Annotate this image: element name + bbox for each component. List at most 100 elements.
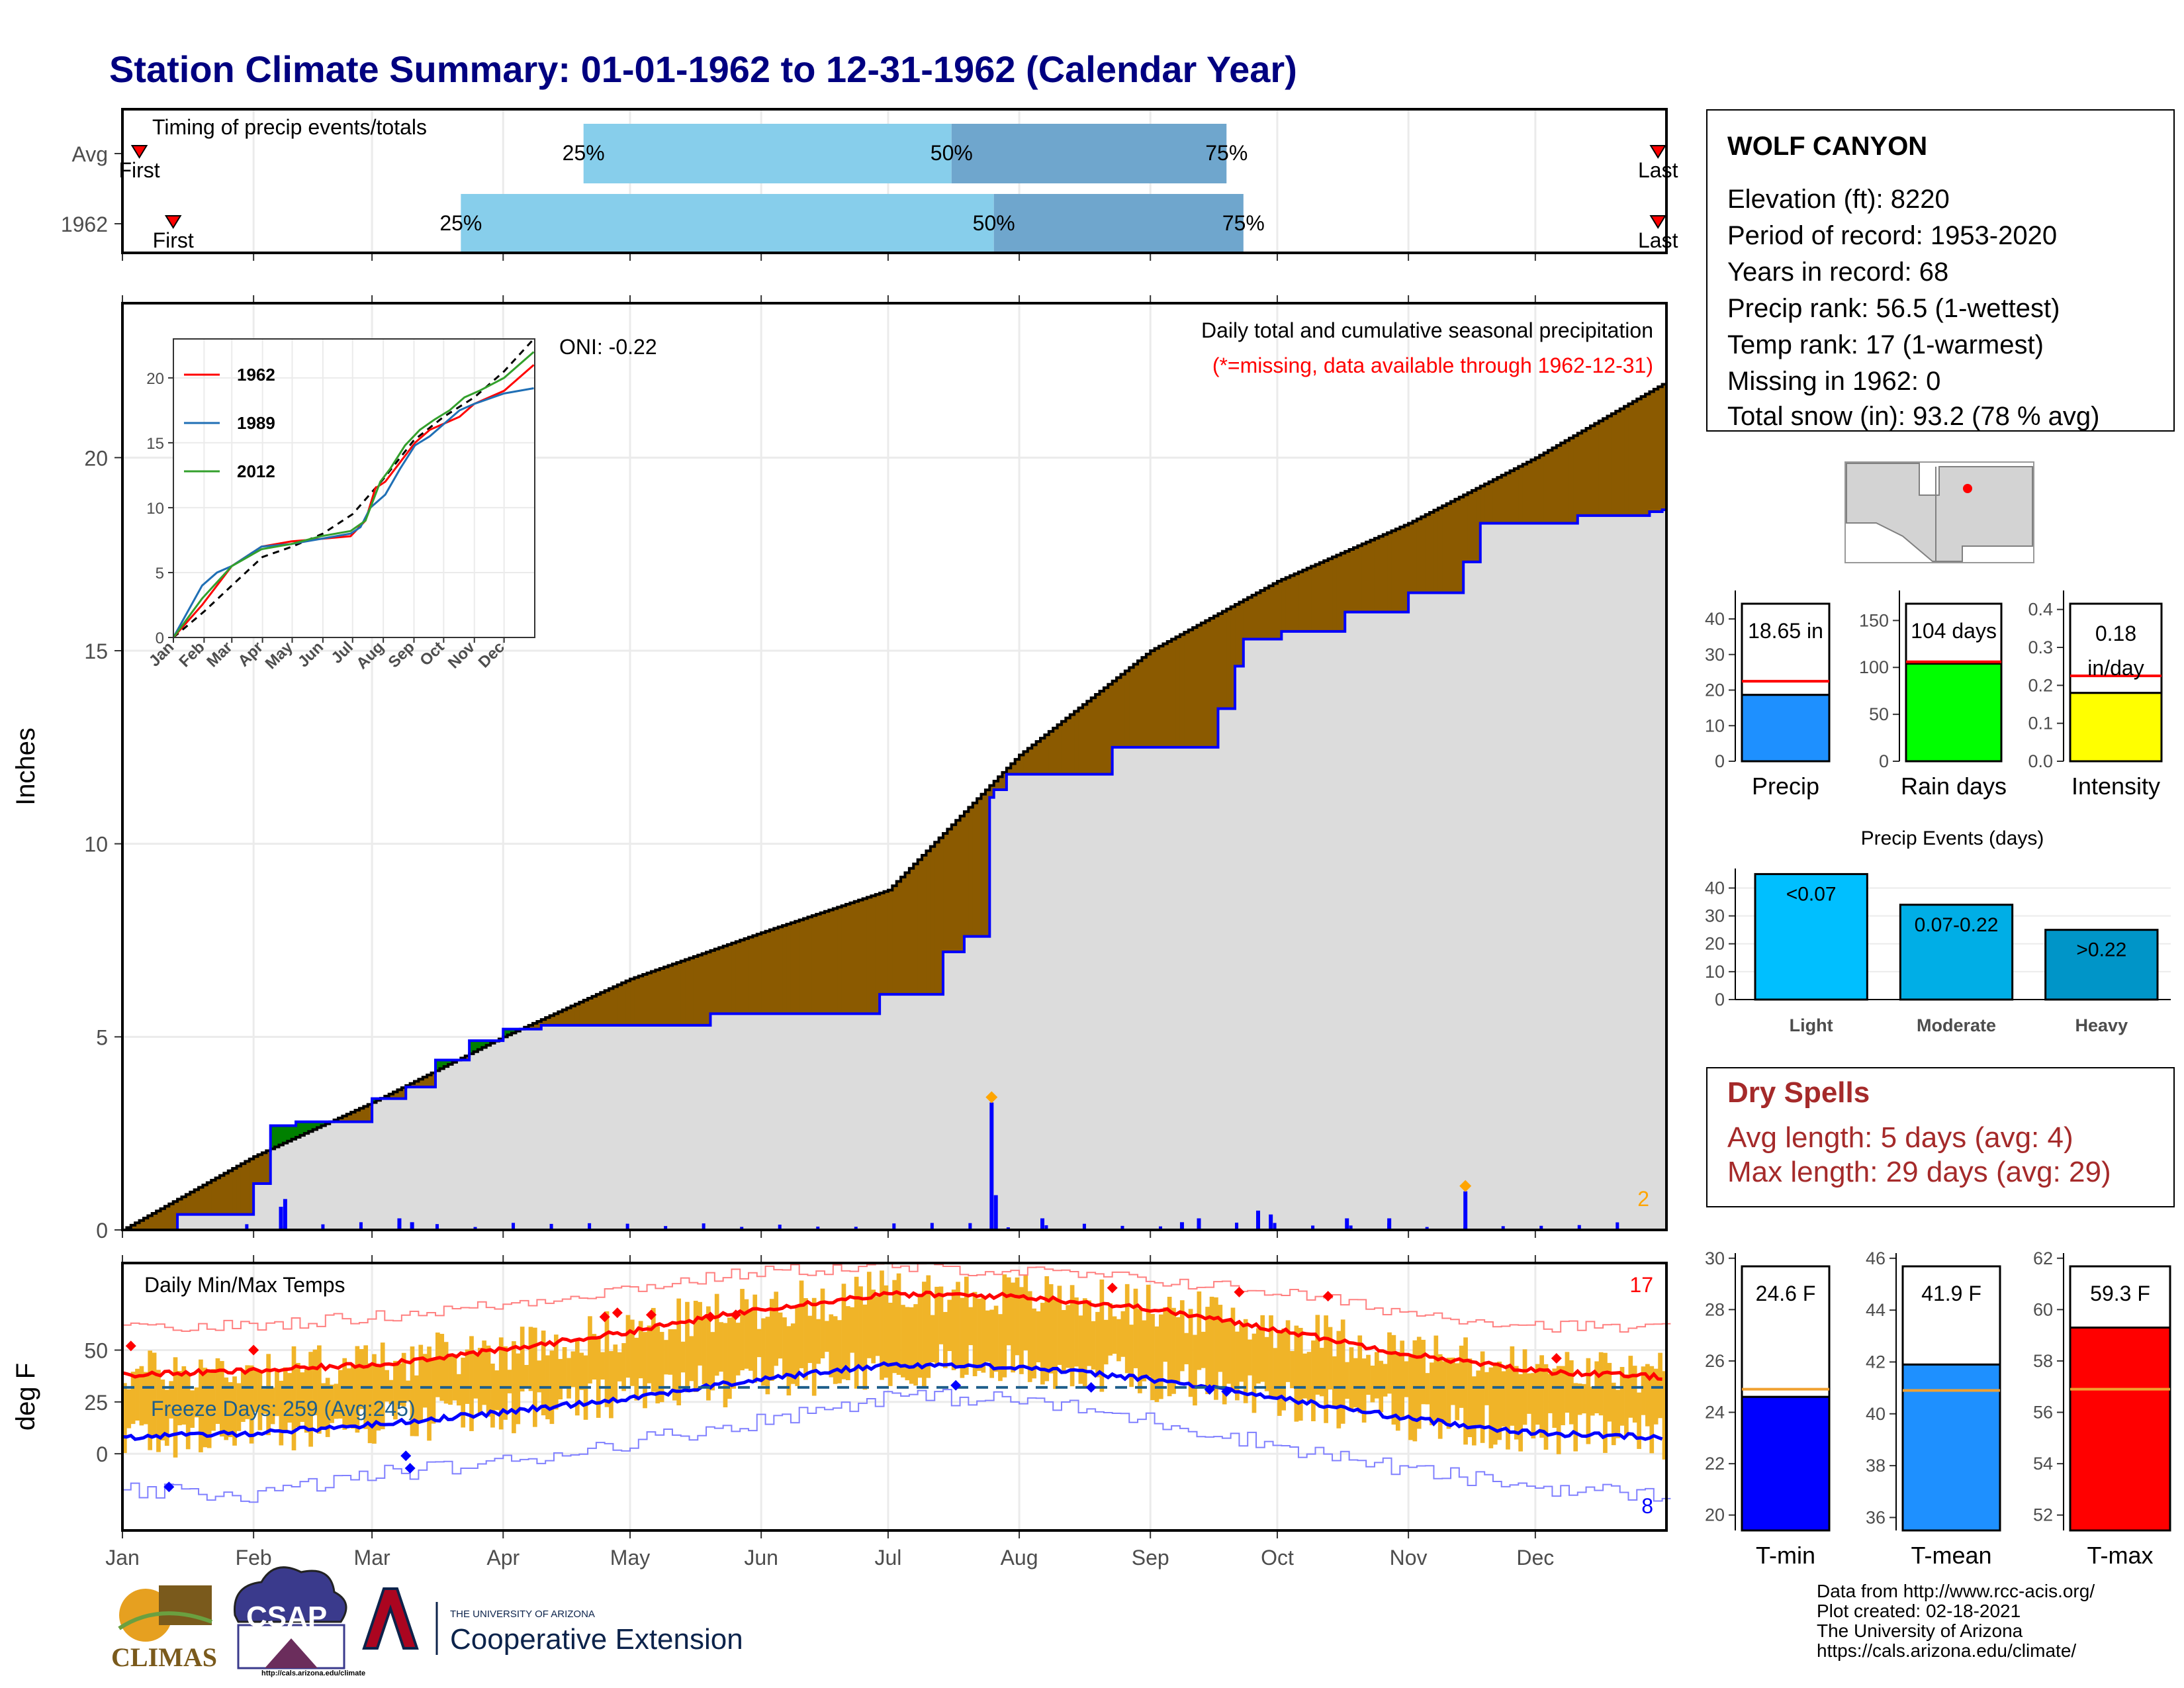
temp-daily-range-bar [1463,1337,1468,1445]
events-title: Precip Events (days) [1861,827,2044,849]
precip-deficit-band [774,928,779,1014]
precip-daily-small-bar [549,1223,553,1230]
temp-daily-range-bar [752,1294,758,1383]
precip-deficit-band [714,949,719,1014]
temp-daily-range-bar [922,1282,927,1388]
precip-deficit-band [862,898,868,1014]
precip-deficit-band [947,829,952,952]
temp-daily-range-bar [1171,1307,1176,1394]
precip-deficit-band [1273,583,1278,639]
precip-surplus-band [503,1029,508,1037]
precip-deficit-band [1006,768,1011,774]
temp-daily-range-bar [625,1315,631,1378]
events-bar [2044,929,2159,1001]
temp-daily-range-bar [1269,1315,1273,1399]
temp-daily-range-bar [1345,1362,1349,1399]
temp-daily-range-bar [993,1305,999,1372]
precip-daily-small-bar [968,1223,972,1230]
temp-daily-range-bar [503,1346,508,1420]
temp-daily-range-bar [1649,1366,1655,1454]
precip-deficit-band [1514,468,1519,524]
precip-deficit-band [1193,628,1198,747]
temp-daily-range-bar [414,1375,419,1436]
precip-deficit-band [1522,464,1527,524]
temp-daily-range-bar [1590,1386,1595,1416]
precip-surplus-band [300,1121,305,1136]
temp-daily-range-bar [1311,1340,1316,1422]
precip-daily-small-bar [1197,1225,1201,1230]
temp-daily-range-bar [871,1289,876,1364]
tmean-y-tick-label: 36 [1866,1507,1886,1527]
temp-daily-range-bar [664,1340,668,1375]
timing-label-75: 75% [1222,211,1265,235]
temp-daily-range-bar [1184,1333,1189,1364]
inset-y-tick-label: 20 [146,370,164,388]
precip-deficit-band [799,919,804,1014]
x-axis-month-label: Jan [105,1546,140,1570]
precip-deficit-band [1255,592,1261,639]
precip-deficit-band [1015,759,1020,774]
precip-deficit-band [1366,541,1371,612]
precip-deficit-band [541,1019,546,1025]
precip-deficit-band [1565,440,1570,524]
temp-daily-range-bar [516,1353,521,1425]
precip-deficit-band [866,897,872,1014]
precip-deficit-band [1069,714,1075,774]
temp-daily-range-bar [630,1319,635,1386]
precip-y-tick-label: 20 [84,446,108,470]
precip-daily-small-bar [1158,1226,1162,1230]
precip-deficit-band [672,964,677,1025]
station-info-box: WOLF CANYON Elevation (ft): 8220 Period … [1706,109,2175,432]
precip-deficit-band [1459,496,1464,593]
temp-daily-range-bar [190,1390,195,1428]
temp-daily-range-bar [676,1298,682,1406]
precip-deficit-band [1349,549,1354,612]
temp-daily-range-bar [1002,1274,1007,1378]
temp-daily-range-bar [799,1280,804,1368]
temp-daily-range-bar [1662,1371,1667,1460]
precip-deficit-band [567,1008,572,1025]
precip-y-tick-label: 10 [84,833,108,857]
temp-daily-range-bar [1408,1354,1413,1440]
temp-daily-range-bar [778,1312,783,1359]
precip-deficit-band [795,921,800,1014]
temp-daily-range-bar [139,1366,144,1426]
temp-daily-range-bar [1400,1340,1405,1417]
temp-daily-range-bar [1598,1352,1604,1416]
temp-daily-range-bar [765,1317,770,1395]
precip-daily-small-bar [1273,1223,1277,1230]
precip-deficit-band [1163,643,1168,747]
tmin-y-tick-label: 20 [1705,1505,1725,1525]
temp-daily-range-bar [634,1337,639,1401]
temp-daily-range-bar [972,1291,978,1377]
precip-deficit-band [1641,396,1646,516]
temp-daily-range-bar [1044,1276,1050,1382]
precip-deficit-band [1632,401,1637,516]
temp-daily-range-bar [533,1327,537,1427]
temp-daily-range-bar [1103,1319,1109,1365]
precip-deficit-band [934,842,940,995]
temp-daily-range-bar [1264,1336,1269,1391]
precip-deficit-band [1370,539,1375,612]
tmean-y-tick-label: 40 [1866,1404,1886,1424]
temp-daily-range-bar [1036,1311,1041,1362]
temp-daily-range-bar [1430,1362,1434,1426]
precip-deficit-band [533,1023,537,1029]
precip-total-bar [1741,694,1831,763]
precip-deficit-band [1082,704,1087,774]
temp-daily-range-bar [698,1301,702,1366]
temp-daily-range-bar [689,1336,694,1382]
precip-surplus-band [482,1041,487,1048]
temp-daily-range-bar [1243,1319,1248,1403]
precip-deficit-band [1294,573,1299,632]
tmean-frame [1901,1265,2001,1366]
temp-daily-range-bar [833,1316,838,1384]
temp-daily-range-bar [977,1298,981,1371]
precip-deficit-band [1467,492,1473,562]
timing-bar-q50-q75 [951,124,1227,183]
temp-daily-range-bar [448,1354,453,1405]
temp-daily-range-bar [1057,1286,1062,1365]
precip-deficit-band [1048,731,1054,774]
precip-daily-small-bar [702,1223,705,1230]
precip-surplus-band [312,1121,318,1130]
